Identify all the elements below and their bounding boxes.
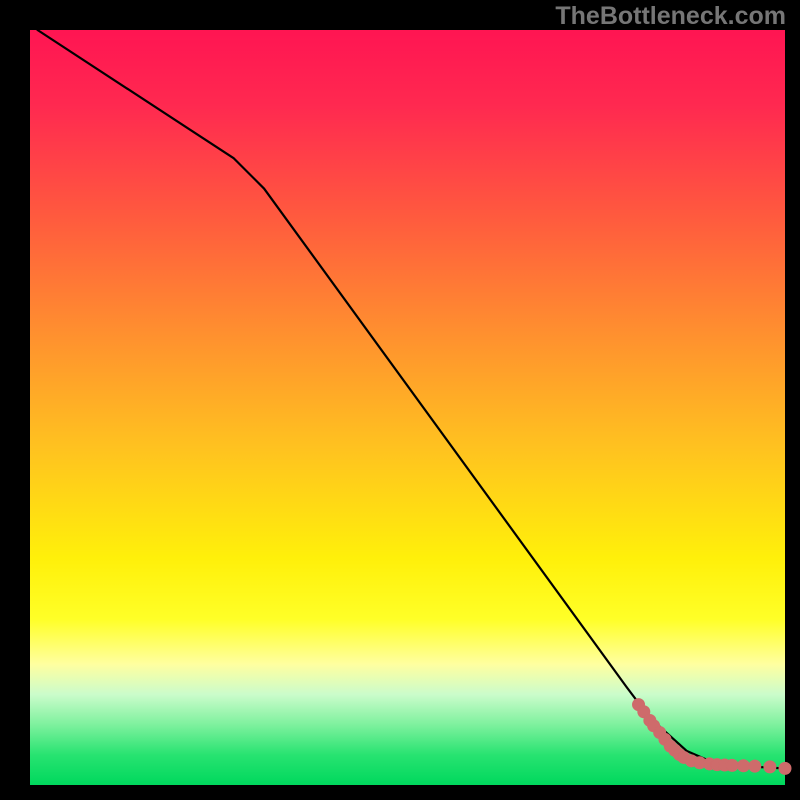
chart-root: TheBottleneck.com [0, 0, 800, 800]
marker-point [749, 760, 761, 772]
plot-background [30, 30, 785, 785]
chart-svg [0, 0, 800, 800]
marker-point [779, 762, 791, 774]
marker-point [764, 761, 776, 773]
marker-point [726, 759, 738, 771]
marker-point [737, 760, 749, 772]
watermark-text: TheBottleneck.com [555, 2, 786, 31]
